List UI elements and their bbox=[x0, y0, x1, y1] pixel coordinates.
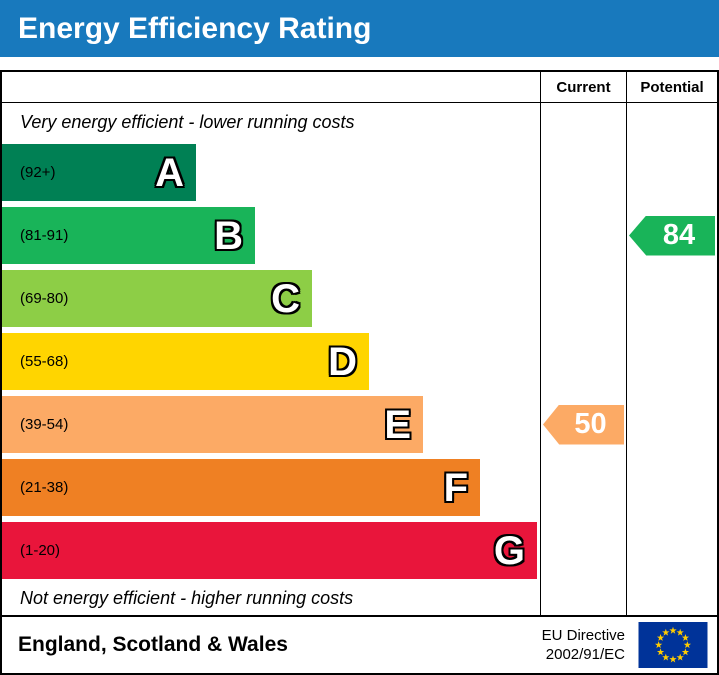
epc-table: Current Potential Very energy efficient … bbox=[0, 70, 719, 675]
band-row-f: (21-38) F bbox=[2, 456, 540, 519]
band-row-e: (39-54) E bbox=[2, 393, 540, 456]
region-label: England, Scotland & Wales bbox=[18, 633, 288, 656]
band-row-b: (81-91) B bbox=[2, 204, 540, 267]
band-bar-a: (92+) A bbox=[2, 144, 196, 201]
band-range-c: (69-80) bbox=[20, 290, 69, 307]
band-bar-g: (1-20) G bbox=[2, 522, 537, 579]
band-range-g: (1-20) bbox=[20, 542, 61, 559]
table-body: Very energy efficient - lower running co… bbox=[2, 103, 717, 615]
band-letter-b: B bbox=[214, 213, 243, 258]
current-column: 50 bbox=[540, 103, 626, 615]
band-row-g: (1-20) G bbox=[2, 519, 540, 582]
band-letter-a: A bbox=[155, 150, 184, 195]
band-range-f: (21-38) bbox=[20, 479, 69, 496]
band-letter-c: C bbox=[271, 276, 300, 321]
band-letter-f: F bbox=[443, 465, 468, 510]
eu-directive-line1: EU Directive bbox=[541, 626, 625, 644]
band-bar-e: (39-54) E bbox=[2, 396, 423, 453]
table-header-row: Current Potential bbox=[2, 72, 717, 103]
band-row-c: (69-80) C bbox=[2, 267, 540, 330]
page-title: Energy Efficiency Rating bbox=[18, 11, 372, 45]
eu-directive-line2: 2002/91/EC bbox=[545, 646, 625, 663]
band-bar-f: (21-38) F bbox=[2, 459, 480, 516]
band-bar-d: (55-68) D bbox=[2, 333, 369, 390]
band-range-d: (55-68) bbox=[20, 353, 69, 370]
eu-directive-label: EU Directive 2002/91/EC bbox=[542, 626, 625, 665]
band-row-d: (55-68) D bbox=[2, 330, 540, 393]
potential-column: 84 bbox=[626, 103, 717, 615]
band-bar-c: (69-80) C bbox=[2, 270, 312, 327]
band-letter-g: G bbox=[493, 528, 525, 573]
top-note: Very energy efficient - lower running co… bbox=[20, 111, 355, 132]
potential-column-header: Potential bbox=[626, 72, 717, 102]
eu-flag-stars bbox=[654, 626, 692, 663]
band-range-e: (39-54) bbox=[20, 416, 69, 433]
table-footer: England, Scotland & Wales EU Directive 2… bbox=[2, 615, 717, 673]
header-spacer bbox=[2, 72, 540, 102]
title-bar: Energy Efficiency Rating bbox=[0, 0, 719, 57]
band-letter-d: D bbox=[328, 339, 357, 384]
eu-flag-icon bbox=[638, 622, 708, 668]
band-bar-b: (81-91) B bbox=[2, 207, 255, 264]
band-range-b: (81-91) bbox=[20, 227, 69, 244]
band-letter-e: E bbox=[384, 402, 411, 447]
current-rating-value: 50 bbox=[574, 408, 607, 440]
bands-area: Very energy efficient - lower running co… bbox=[2, 103, 540, 615]
current-rating-arrow: 50 bbox=[543, 404, 624, 445]
potential-rating-value: 84 bbox=[662, 219, 696, 251]
band-range-a: (92+) bbox=[20, 164, 56, 181]
band-row-a: (92+) A bbox=[2, 141, 540, 204]
potential-rating-arrow: 84 bbox=[629, 215, 715, 256]
bottom-note: Not energy efficient - higher running co… bbox=[20, 588, 354, 608]
current-column-header: Current bbox=[540, 72, 626, 102]
